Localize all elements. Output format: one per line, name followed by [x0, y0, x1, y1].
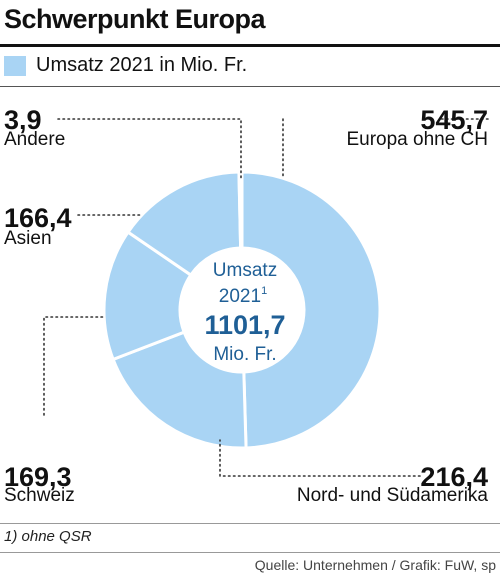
- category-label-asien: Asien: [4, 228, 52, 249]
- leader-line-nord-und-s-damerika: [219, 439, 421, 477]
- legend-swatch: [4, 55, 26, 76]
- chart-title: Schwerpunkt Europa: [4, 4, 266, 34]
- category-label-andere: Andere: [4, 129, 65, 150]
- slice-asien: [125, 170, 243, 278]
- value-label-asien: 166,4: [4, 203, 72, 233]
- center-year-footnote-mark: 1: [261, 285, 267, 297]
- value-label-nord-und-s-damerika: 216,4: [420, 462, 488, 492]
- center-label-umsatz: Umsatz: [213, 260, 277, 281]
- source-credit: Quelle: Unternehmen / Grafik: FuW, sp: [254, 557, 496, 573]
- legend-label: Umsatz 2021 in Mio. Fr.: [36, 54, 248, 76]
- category-label-europa-ohne-ch: Europa ohne CH: [346, 129, 488, 150]
- value-label-andere: 3,9: [4, 105, 42, 135]
- slices-layer: [102, 170, 382, 450]
- slice-europa-ohne-ch: [240, 170, 382, 450]
- title-rule: [0, 44, 500, 47]
- slice-andere: [237, 170, 244, 250]
- value-label-schweiz: 169,3: [4, 462, 72, 492]
- footnote: 1) ohne QSR: [4, 528, 92, 545]
- legend-rule: [0, 86, 500, 87]
- category-label-nord-und-s-damerika: Nord- und Südamerika: [297, 485, 489, 506]
- leader-lines-layer: [43, 118, 489, 477]
- value-label-europa-ohne-ch: 545,7: [420, 105, 488, 135]
- slice-nord-und-s-damerika: [111, 330, 248, 450]
- footnote-rule: [0, 523, 500, 524]
- leader-line-andere: [57, 118, 242, 179]
- center-total-value: 1101,7: [204, 310, 285, 340]
- leader-line-schweiz: [43, 316, 105, 416]
- legend: Umsatz 2021 in Mio. Fr.: [4, 54, 247, 77]
- center-unit: Mio. Fr.: [213, 344, 276, 365]
- center-label-year: 20211: [219, 285, 267, 307]
- category-label-schweiz: Schweiz: [4, 485, 75, 506]
- source-rule: [0, 552, 500, 553]
- center-year-text: 2021: [219, 286, 261, 307]
